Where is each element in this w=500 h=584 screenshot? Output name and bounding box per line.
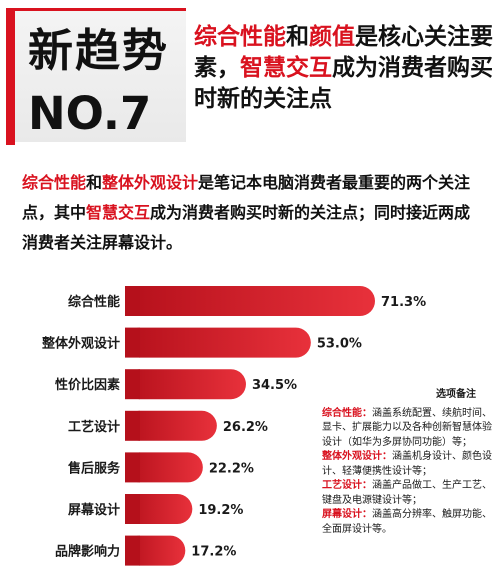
bar-chart: 综合性能 71.3% 整体外观设计 53.0% 性价比因素 34.5% 工艺设计 26.2% 售… bbox=[0, 278, 500, 584]
category-label: 屏幕设计 bbox=[68, 502, 120, 518]
headline-highlight-2: 颜值 bbox=[309, 24, 355, 50]
bar-base bbox=[125, 369, 140, 400]
note-text: 涵盖机身设计、颜色设计、轻薄便携性设计等； bbox=[322, 451, 492, 477]
category-label: 品牌影响力 bbox=[55, 544, 120, 560]
notes-title: 选项备注 bbox=[436, 389, 476, 400]
bar-base bbox=[125, 410, 140, 441]
bar-base bbox=[125, 494, 140, 524]
note-text: 涵盖系统配置、续航时间、显卡、扩展能力以及各种创新智慧体验设计（如华为多屏协同功… bbox=[322, 407, 492, 448]
badge-accent-stripe bbox=[6, 11, 15, 145]
note-key: 屏幕设计： bbox=[322, 509, 372, 520]
note-item: 工艺设计：涵盖产品做工、生产工艺、键盘及电源键设计等； bbox=[322, 479, 494, 508]
headline: 综合性能和颜值是核心关注要素，智慧交互成为消费者购买时新的关注点 bbox=[194, 22, 494, 115]
bar-base bbox=[125, 286, 140, 316]
intro-text-2: 是笔记本电脑消费者最重要的两个关注点，其中 bbox=[22, 173, 471, 222]
headline-text-2: 是核心关注要素， bbox=[194, 24, 493, 81]
bar bbox=[125, 452, 203, 483]
bar-base bbox=[125, 327, 140, 358]
bar-base bbox=[125, 452, 140, 483]
bar-chart-svg: 综合性能 71.3% 整体外观设计 53.0% 性价比因素 34.5% 工艺设计 26.2% 售… bbox=[41, 286, 426, 566]
value-label: 17.2% bbox=[191, 545, 236, 560]
note-item: 综合性能：涵盖系统配置、续航时间、显卡、扩展能力以及各种创新智慧体验设计（如华为… bbox=[322, 407, 494, 451]
badge-number: NO.7 bbox=[28, 87, 152, 140]
category-label: 性价比因素 bbox=[55, 377, 120, 393]
value-label: 26.2% bbox=[223, 420, 268, 435]
note-text: 涵盖产品做工、生产工艺、键盘及电源键设计等； bbox=[322, 480, 492, 506]
category-label: 综合性能 bbox=[68, 294, 120, 310]
category-label: 整体外观设计 bbox=[41, 336, 120, 352]
note-text: 涵盖高分辨率、触屏功能、全面屏设计等。 bbox=[322, 509, 492, 535]
note-key: 整体外观设计： bbox=[322, 451, 392, 462]
intro-paragraph: 综合性能和整体外观设计是笔记本电脑消费者最重要的两个关注点，其中智慧交互成为消费… bbox=[22, 168, 484, 258]
bar bbox=[125, 369, 246, 400]
category-label: 工艺设计 bbox=[68, 419, 120, 435]
trend-badge: 新趋势 NO.7 bbox=[6, 8, 186, 145]
intro-highlight-2: 整体外观设计 bbox=[102, 173, 199, 192]
bar bbox=[125, 494, 193, 524]
note-item: 屏幕设计：涵盖高分辨率、触屏功能、全面屏设计等。 bbox=[322, 508, 494, 537]
badge-title: 新趋势 bbox=[28, 24, 170, 77]
headline-text-1: 和 bbox=[286, 24, 309, 50]
value-label: 22.2% bbox=[209, 461, 254, 476]
notes-box: 选项备注 综合性能：涵盖系统配置、续航时间、显卡、扩展能力以及各种创新智慧体验设… bbox=[322, 388, 494, 537]
headline-text-3: 成为消费者购买时新的关注点 bbox=[194, 55, 493, 112]
bar-base bbox=[125, 535, 140, 566]
intro-text-1: 和 bbox=[86, 173, 103, 192]
category-label: 售后服务 bbox=[68, 460, 121, 476]
note-key: 工艺设计： bbox=[322, 480, 372, 491]
headline-highlight-1: 综合性能 bbox=[194, 24, 286, 50]
bar bbox=[125, 410, 217, 441]
value-label: 53.0% bbox=[317, 337, 362, 352]
value-label: 19.2% bbox=[198, 503, 243, 518]
bar bbox=[125, 327, 311, 358]
value-label: 34.5% bbox=[252, 378, 297, 393]
value-label: 71.3% bbox=[381, 295, 426, 310]
intro-highlight-3: 智慧交互 bbox=[86, 203, 151, 222]
header: 新趋势 NO.7 综合性能和颜值是核心关注要素，智慧交互成为消费者购买时新的关注… bbox=[0, 0, 500, 150]
intro-text-3: 成为消费者购买时新的关注点；同时接近两成消费者关注屏幕设计。 bbox=[22, 203, 471, 252]
note-key: 综合性能： bbox=[322, 407, 372, 419]
bar bbox=[125, 535, 186, 566]
notes-list: 综合性能：涵盖系统配置、续航时间、显卡、扩展能力以及各种创新智慧体验设计（如华为… bbox=[322, 407, 494, 538]
headline-highlight-3: 智慧交互 bbox=[240, 55, 332, 81]
bar bbox=[125, 286, 375, 316]
note-item: 整体外观设计：涵盖机身设计、颜色设计、轻薄便携性设计等； bbox=[322, 450, 494, 479]
intro-highlight-1: 综合性能 bbox=[22, 173, 87, 192]
